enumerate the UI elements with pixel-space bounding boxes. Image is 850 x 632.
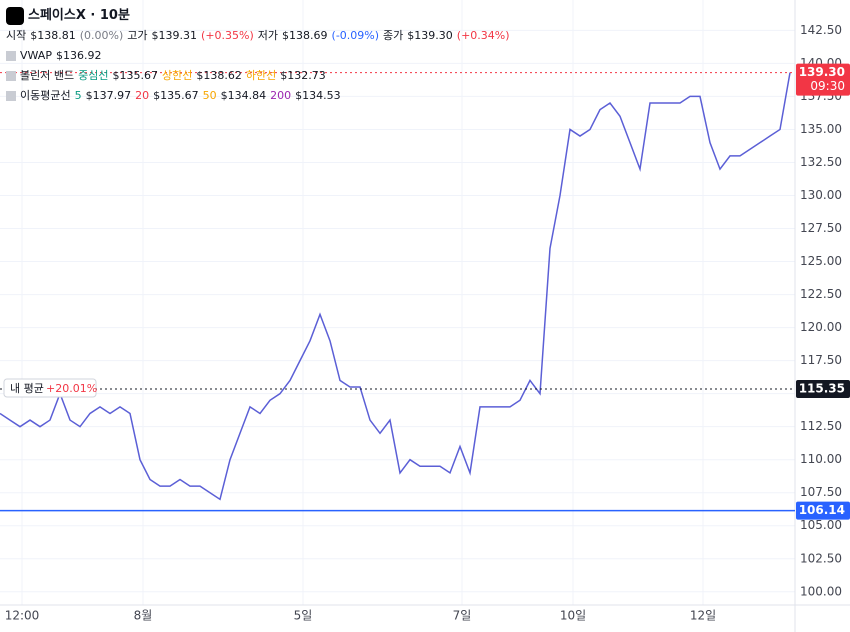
indicator-icon — [6, 51, 16, 61]
price-tag — [796, 380, 850, 399]
indicator-icon — [6, 71, 16, 81]
indicator-value: $134.53 — [295, 89, 341, 102]
indicator-label: 하한선 — [245, 69, 277, 82]
price-tag — [796, 501, 850, 520]
ohlc-value: $139.30 — [407, 29, 453, 42]
y-tick-label: 122.50 — [800, 287, 842, 301]
indicator-value: $136.92 — [55, 49, 102, 62]
ohlc-change: (-0.09%) — [331, 29, 380, 42]
ohlc-value: $139.31 — [151, 29, 198, 42]
x-tick-label: 5일 — [294, 609, 313, 623]
indicator-label: 상한선 — [161, 69, 193, 82]
indicator-row: VWAP $136.92 — [6, 46, 514, 66]
x-tick-label: 8월 — [134, 609, 153, 623]
price-tag-time: 09:30 — [810, 79, 845, 93]
indicator-name: 이동평균선 — [20, 89, 71, 102]
y-tick-label: 117.50 — [800, 353, 842, 367]
axis-bg — [795, 0, 850, 632]
indicator-label: 중심선 — [78, 69, 109, 82]
ohlc-name: 종가 — [383, 29, 404, 42]
y-tick-label: 105.00 — [800, 518, 842, 532]
header: 스페이스X · 10분 시작 $138.81 (0.00%) 고가 $139.31 (+0… — [6, 6, 514, 106]
avg-label: 내 평균 — [10, 382, 44, 395]
indicator-row: 이동평균선 5 $137.97 20 $135.67 50 $134.84 200 $134.5… — [6, 86, 514, 106]
chart-title: 스페이스X · 10분 — [28, 8, 130, 23]
indicator-value: $137.97 — [85, 89, 132, 102]
indicator-label: 5 — [74, 89, 82, 102]
price-tag — [796, 63, 850, 96]
y-tick-label: 110.00 — [800, 452, 842, 466]
y-tick-label: 112.50 — [800, 419, 842, 433]
price-line — [0, 72, 791, 501]
price-tag-label: 106.14 — [799, 503, 845, 517]
indicator-label: 50 — [202, 89, 217, 102]
ohlc-name: 저가 — [257, 29, 279, 42]
indicator-value: $135.67 — [112, 69, 158, 82]
indicator-value: $132.73 — [280, 69, 326, 82]
x-tick-label: 12:00 — [5, 609, 40, 623]
y-tick-label: 127.50 — [800, 221, 842, 235]
indicator-value: $138.62 — [196, 69, 242, 82]
ohlc-change: (0.00%) — [79, 29, 124, 42]
y-tick-label: 100.00 — [800, 584, 842, 598]
indicator-value: $134.84 — [220, 89, 267, 102]
indicator-name: 볼린저 밴드 — [20, 69, 75, 82]
y-tick-label: 107.50 — [800, 485, 842, 499]
ohlc-row: 시작 $138.81 (0.00%) 고가 $139.31 (+0.35%) 저가 $138.… — [6, 26, 514, 46]
title-row: 스페이스X · 10분 — [6, 6, 514, 26]
indicator-label: 20 — [135, 89, 150, 102]
ohlc-name: 시작 — [6, 29, 27, 42]
indicator-icon — [6, 91, 16, 101]
y-tick-label: 120.00 — [800, 320, 842, 334]
avg-value: +20.01% — [46, 382, 97, 395]
price-tag-label: 115.35 — [799, 382, 845, 396]
y-tick-label: 142.50 — [800, 23, 842, 37]
indicator-row: 볼린저 밴드 중심선 $135.67 상한선 $138.62 하한선 $132.73 — [6, 66, 514, 86]
y-tick-label: 135.00 — [800, 122, 842, 136]
ohlc-value: $138.81 — [30, 29, 76, 42]
y-tick-label: 130.00 — [800, 188, 842, 202]
x-tick-label: 7일 — [453, 609, 472, 623]
ohlc-value: $138.69 — [282, 29, 328, 42]
indicator-name: VWAP — [20, 49, 52, 62]
x-tick-label: 10일 — [560, 609, 586, 623]
avg-tag — [3, 378, 97, 398]
y-tick-label: 132.50 — [800, 155, 842, 169]
ohlc-name: 고가 — [127, 29, 148, 42]
indicator-label: 200 — [270, 89, 292, 102]
price-tag-label: 139.30 — [799, 65, 845, 79]
ohlc-change: (+0.34%) — [456, 29, 510, 42]
y-tick-label: 125.00 — [800, 254, 842, 268]
indicator-value: $135.67 — [153, 89, 199, 102]
ohlc-change: (+0.35%) — [201, 29, 254, 42]
y-tick-label: 102.50 — [800, 551, 842, 565]
x-tick-label: 12일 — [690, 609, 716, 623]
